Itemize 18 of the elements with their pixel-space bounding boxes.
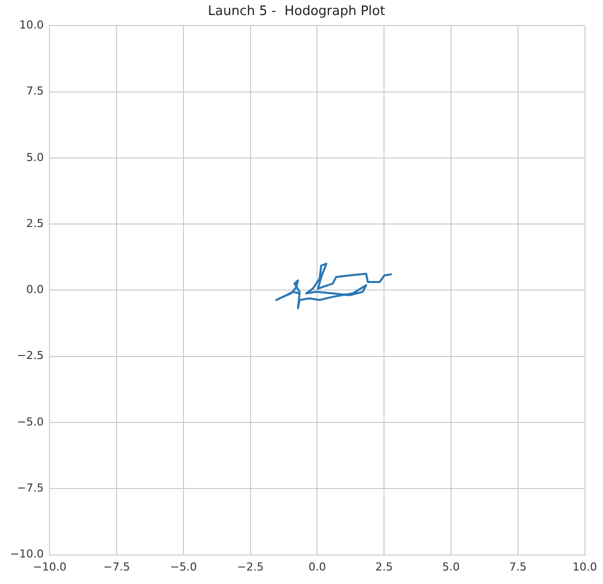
x-tick-label: 7.5 <box>509 560 527 574</box>
y-tick-label: 5.0 <box>26 150 44 164</box>
x-tick-label: 10.0 <box>572 560 598 574</box>
y-tick-label: −5.0 <box>16 415 44 428</box>
y-tick-label: 2.5 <box>26 216 44 230</box>
x-tick-label: −2.5 <box>236 560 264 574</box>
y-tick-label: 10.0 <box>19 18 44 32</box>
x-tick-label: −7.5 <box>103 560 130 574</box>
y-tick-label: 0.0 <box>26 283 44 296</box>
chart-title: Launch 5 - Hodograph Plot <box>208 4 386 20</box>
y-tick-label: −7.5 <box>16 482 44 495</box>
y-tick-label: 7.5 <box>26 84 44 98</box>
y-tick-label: −2.5 <box>16 349 44 362</box>
x-tick-label: 2.5 <box>375 560 393 574</box>
x-tick-label: 5.0 <box>442 560 460 574</box>
x-tick-label: −5.0 <box>170 560 197 574</box>
x-tick-label: 0.0 <box>308 560 326 574</box>
y-tick-label: −10.0 <box>10 548 44 561</box>
